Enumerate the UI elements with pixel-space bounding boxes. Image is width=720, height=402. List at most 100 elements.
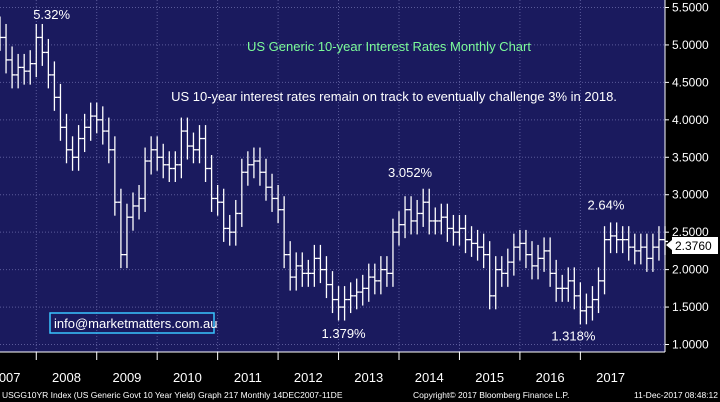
price-bar xyxy=(396,211,402,246)
price-bar xyxy=(232,199,239,246)
price-bar xyxy=(662,226,668,255)
price-bar xyxy=(87,102,94,141)
price-bar xyxy=(480,233,487,269)
x-tick-label: 2016 xyxy=(536,370,565,385)
price-bar xyxy=(160,143,167,179)
price-bar xyxy=(293,252,300,291)
price-bar xyxy=(287,241,294,291)
price-bar xyxy=(196,125,203,164)
price-bar xyxy=(3,23,10,74)
footer-center: Copyright© 2017 Bloomberg Finance L.P. xyxy=(413,390,569,400)
price-bar xyxy=(184,117,191,160)
last-value-pointer xyxy=(666,240,672,250)
website-link[interactable]: info@marketmatters.com.au xyxy=(54,316,217,331)
price-bar xyxy=(408,196,415,235)
price-bar xyxy=(130,192,136,231)
price-bar xyxy=(15,53,22,89)
price-bar xyxy=(577,282,584,325)
price-bar xyxy=(111,136,118,216)
price-bar xyxy=(226,214,233,246)
price-bar xyxy=(190,132,197,164)
peak-annotation: 1.318% xyxy=(551,329,596,344)
price-bar xyxy=(474,229,481,261)
price-bar xyxy=(547,237,554,287)
price-bar xyxy=(631,233,638,265)
price-bar xyxy=(498,256,505,287)
price-bar xyxy=(468,226,475,257)
price-bar xyxy=(450,214,457,246)
footer-left: USGG10YR Index (US Generic Govt 10 Year … xyxy=(2,390,343,400)
price-bar xyxy=(166,151,173,182)
price-bar xyxy=(256,147,263,186)
x-tick-label: 2011 xyxy=(234,370,262,385)
price-bar xyxy=(655,226,662,261)
price-bar xyxy=(601,226,608,295)
price-bar xyxy=(438,203,445,235)
price-bar xyxy=(39,23,46,66)
price-bar xyxy=(589,286,596,321)
y-tick-label: 4.5000 xyxy=(672,75,709,89)
chart-title: US Generic 10-year Interest Rates Monthl… xyxy=(247,39,531,54)
price-bar xyxy=(359,274,366,306)
price-bar xyxy=(21,53,28,85)
price-bar xyxy=(172,151,179,182)
peak-annotation: 3.052% xyxy=(388,165,433,180)
price-bar xyxy=(33,23,40,78)
last-value-box xyxy=(672,237,718,254)
price-bar xyxy=(595,267,602,314)
price-bar xyxy=(571,267,578,310)
price-bar xyxy=(123,203,130,269)
y-tick-label: 4.0000 xyxy=(672,113,709,127)
x-tick-label: 2010 xyxy=(173,370,202,385)
price-bar xyxy=(99,106,106,145)
price-bar xyxy=(649,233,656,272)
x-tick-label: 2015 xyxy=(475,370,504,385)
price-bar xyxy=(365,263,372,302)
chart-subtitle: US 10-year interest rates remain on trac… xyxy=(171,89,617,104)
price-bar xyxy=(27,50,34,85)
price-bar xyxy=(81,113,88,153)
price-bar xyxy=(323,256,330,299)
price-bar xyxy=(275,184,282,224)
price-bar xyxy=(329,271,336,314)
y-tick-label: 3.0000 xyxy=(672,188,709,202)
price-bar xyxy=(317,244,324,284)
y-tick-label: 1.0000 xyxy=(672,338,709,352)
price-bar xyxy=(426,188,433,235)
last-value-label: 2.3760 xyxy=(675,239,712,253)
price-bar xyxy=(136,184,143,220)
price-bar xyxy=(244,151,251,186)
price-bar xyxy=(63,113,70,164)
price-bar xyxy=(0,16,3,51)
price-bar xyxy=(383,256,390,287)
price-bar xyxy=(142,147,149,212)
price-bar xyxy=(456,214,463,246)
price-bar xyxy=(486,241,493,310)
price-bar xyxy=(311,244,318,287)
x-tick-label: 2012 xyxy=(294,370,323,385)
x-tick-label: 2014 xyxy=(415,370,444,385)
y-tick-label: 2.5000 xyxy=(672,225,709,239)
x-tick-label: 2013 xyxy=(354,370,383,385)
price-bar xyxy=(637,233,644,265)
price-bar xyxy=(105,117,112,164)
price-bar xyxy=(75,125,82,171)
price-bar xyxy=(305,259,312,287)
price-bar xyxy=(238,158,245,227)
price-bar xyxy=(553,259,560,302)
y-tick-label: 1.5000 xyxy=(672,300,709,314)
price-bar xyxy=(250,147,257,179)
price-bar xyxy=(510,233,517,276)
price-bar xyxy=(414,199,421,235)
price-bar xyxy=(492,256,499,310)
price-bar xyxy=(432,207,439,235)
x-tick-label: 2017 xyxy=(596,370,625,385)
price-bar xyxy=(45,38,52,89)
price-bar xyxy=(371,263,378,295)
y-tick-label: 3.5000 xyxy=(672,150,709,164)
y-tick-label: 5.5000 xyxy=(672,0,709,14)
price-bar xyxy=(377,256,384,295)
x-tick-label: 2009 xyxy=(112,370,141,385)
